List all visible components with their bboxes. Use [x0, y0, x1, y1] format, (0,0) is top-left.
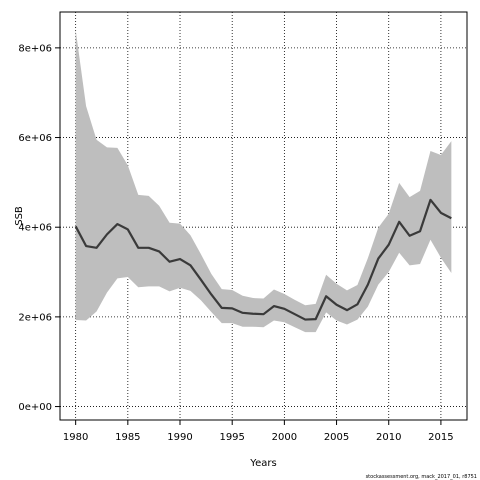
x-tick-label: 2010: [376, 432, 401, 443]
source-footnote: stockassessment.org, mack_2017_01, r8751: [366, 474, 477, 480]
y-tick-label: 6e+06: [18, 133, 52, 144]
y-tick-label: 8e+06: [18, 43, 52, 54]
y-axis: 0e+00 2e+06 4e+06 6e+06 8e+06: [18, 43, 60, 413]
x-tick-label: 1995: [219, 432, 244, 443]
y-tick-label: 0e+00: [18, 402, 52, 413]
x-tick-label: 2015: [428, 432, 453, 443]
x-tick-label: 2005: [324, 432, 349, 443]
x-tick-label: 2000: [272, 432, 297, 443]
x-tick-label: 1990: [167, 432, 192, 443]
y-axis-title: SSB: [14, 206, 25, 226]
ssb-estimate-line: [74, 198, 452, 321]
x-tick-label: 1980: [63, 432, 88, 443]
y-tick-label: 4e+06: [18, 223, 52, 234]
confidence-band: [75, 29, 452, 333]
x-axis: 1980 1985 1990 1995 2000 2005 2010 2015: [63, 420, 454, 443]
x-tick-label: 1985: [115, 432, 140, 443]
y-tick-label: 2e+06: [18, 312, 52, 323]
x-axis-title: Years: [249, 458, 276, 469]
plot-frame: [59, 11, 468, 421]
